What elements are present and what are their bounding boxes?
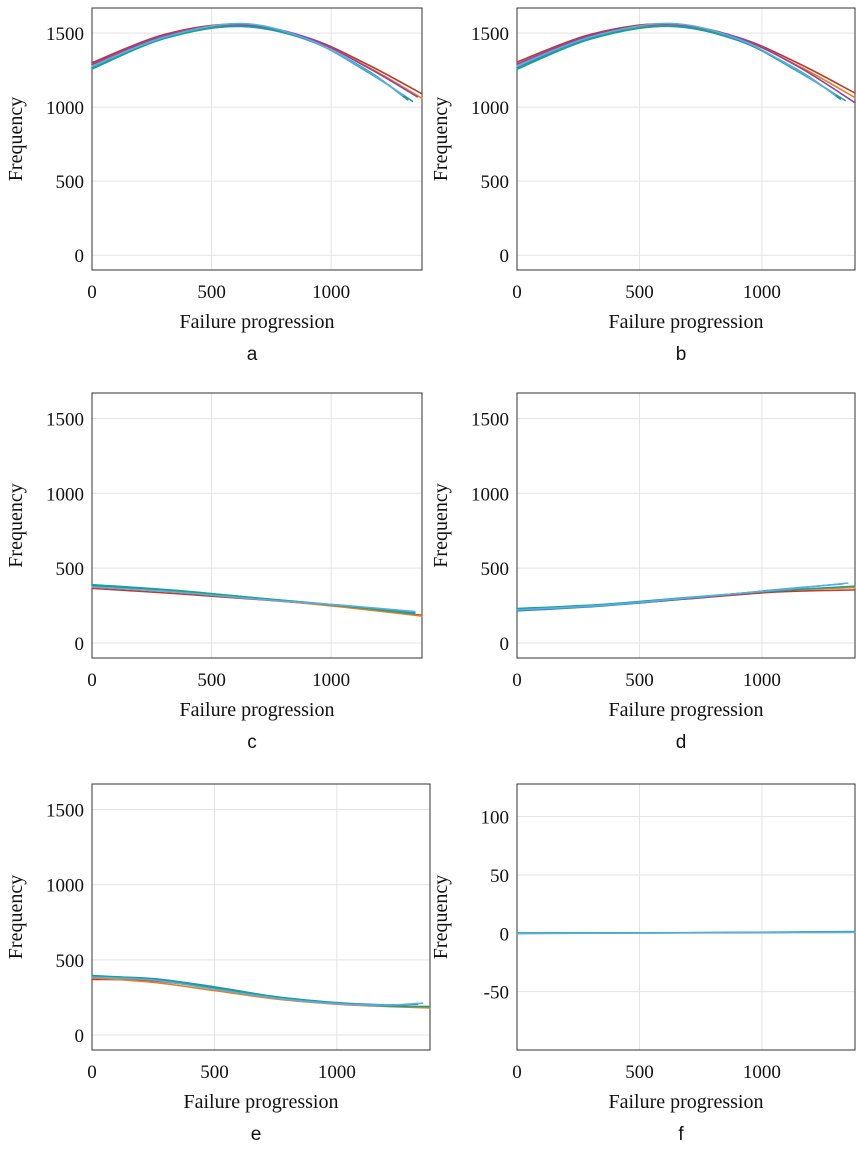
plot-frame bbox=[91, 7, 423, 271]
y-tick-label: 0 bbox=[500, 634, 510, 655]
y-axis-label: Frequency bbox=[5, 483, 27, 567]
x-tick-label: 500 bbox=[625, 670, 654, 691]
x-tick-label: 0 bbox=[87, 282, 97, 303]
x-tick-label: 500 bbox=[625, 282, 654, 303]
x-tick-label: 1000 bbox=[318, 1062, 356, 1083]
y-axis-label: Frequency bbox=[5, 97, 27, 181]
x-tick-label: 0 bbox=[512, 1062, 522, 1083]
x-tick-label: 0 bbox=[512, 282, 522, 303]
y-axis-label: Frequency bbox=[5, 875, 27, 959]
x-tick-label: 500 bbox=[200, 1062, 229, 1083]
series-line-6 bbox=[91, 22, 404, 97]
panel-caption: d bbox=[676, 732, 687, 753]
x-tick-label: 1000 bbox=[743, 282, 781, 303]
x-tick-label: 1000 bbox=[743, 670, 781, 691]
plot-frame bbox=[91, 392, 423, 659]
plot-frame bbox=[516, 783, 856, 1051]
series-line-2 bbox=[91, 24, 423, 100]
series-line-1 bbox=[91, 978, 431, 1008]
y-tick-label: 1000 bbox=[46, 98, 84, 119]
y-tick-label: 1500 bbox=[46, 409, 84, 430]
x-tick-label: 1000 bbox=[312, 282, 350, 303]
panel-caption: e bbox=[251, 1124, 262, 1145]
y-tick-label: 1500 bbox=[46, 24, 84, 45]
y-tick-label: 0 bbox=[500, 246, 510, 267]
panel-c: 0 500 1000 0 500 1000 1500 Failure progression F… bbox=[5, 392, 423, 753]
panel-a: 0 500 1000 0 500 1000 1500 Failure progression F… bbox=[5, 7, 423, 365]
y-tick-label: 1500 bbox=[46, 801, 84, 822]
series-line-2 bbox=[91, 977, 431, 1009]
series-line-1 bbox=[91, 587, 423, 617]
y-tick-label: 500 bbox=[56, 951, 85, 972]
x-axis-label: Failure progression bbox=[609, 311, 764, 333]
y-tick-label: 1000 bbox=[46, 484, 84, 505]
panel-d: 0 500 1000 0 500 1000 1500 Failure progression F… bbox=[430, 392, 856, 753]
series-line-5 bbox=[91, 23, 419, 98]
plot-frame bbox=[91, 783, 431, 1051]
x-axis-label: Failure progression bbox=[180, 311, 335, 333]
y-axis-label: Frequency bbox=[430, 483, 452, 567]
x-tick-label: 500 bbox=[197, 670, 226, 691]
series-line-5 bbox=[91, 586, 416, 613]
panel-e: 0 500 1000 0 500 1000 1500 Failure progression F… bbox=[5, 783, 431, 1145]
series-line-3 bbox=[516, 931, 856, 935]
y-tick-label: 0 bbox=[75, 1026, 85, 1047]
series-line-5 bbox=[516, 23, 856, 104]
y-tick-label: 0 bbox=[75, 634, 85, 655]
series-line-6 bbox=[516, 22, 837, 96]
y-tick-label: -50 bbox=[484, 983, 509, 1004]
x-tick-label: 0 bbox=[87, 670, 97, 691]
series-line-5 bbox=[516, 582, 849, 611]
y-tick-label: 1000 bbox=[471, 98, 509, 119]
x-tick-label: 0 bbox=[512, 670, 522, 691]
x-tick-label: 0 bbox=[87, 1062, 97, 1083]
x-tick-label: 1000 bbox=[743, 1062, 781, 1083]
y-tick-label: 500 bbox=[56, 172, 85, 193]
x-axis-label: Failure progression bbox=[184, 1091, 339, 1113]
panel-b: 0 500 1000 0 500 1000 1500 Failure progression F… bbox=[430, 7, 856, 365]
panel-caption: c bbox=[247, 732, 257, 753]
y-tick-label: 0 bbox=[500, 924, 510, 945]
x-tick-label: 500 bbox=[197, 282, 226, 303]
y-tick-label: 500 bbox=[56, 559, 85, 580]
x-tick-label: 500 bbox=[625, 1062, 654, 1083]
series-line-4 bbox=[91, 583, 416, 615]
panel-caption: b bbox=[676, 344, 687, 365]
panel-f: 0 500 1000 -50 0 50 100 Failure progression Freq… bbox=[430, 783, 856, 1145]
y-tick-label: 1000 bbox=[46, 876, 84, 897]
y-tick-label: 0 bbox=[75, 246, 85, 267]
y-tick-label: 500 bbox=[481, 559, 510, 580]
y-axis-label: Frequency bbox=[430, 875, 452, 959]
y-tick-label: 1000 bbox=[471, 484, 509, 505]
y-tick-label: 100 bbox=[481, 808, 510, 829]
panel-caption: f bbox=[678, 1124, 684, 1145]
y-tick-label: 500 bbox=[481, 172, 510, 193]
plot-frame bbox=[516, 7, 856, 271]
x-axis-label: Failure progression bbox=[609, 699, 764, 721]
panel-caption: a bbox=[247, 344, 258, 365]
x-tick-label: 1000 bbox=[312, 670, 350, 691]
y-tick-label: 1500 bbox=[471, 409, 509, 430]
series-line-4 bbox=[516, 25, 847, 102]
y-tick-label: 1500 bbox=[471, 24, 509, 45]
series-line-5 bbox=[91, 976, 424, 1007]
x-axis-label: Failure progression bbox=[609, 1091, 764, 1113]
series-line-1 bbox=[516, 23, 856, 94]
x-axis-label: Failure progression bbox=[180, 699, 335, 721]
series-line-2 bbox=[516, 24, 856, 99]
y-tick-label: 50 bbox=[490, 866, 509, 887]
series-line-1 bbox=[91, 23, 423, 95]
plot-frame bbox=[516, 392, 856, 659]
y-axis-label: Frequency bbox=[430, 97, 452, 181]
